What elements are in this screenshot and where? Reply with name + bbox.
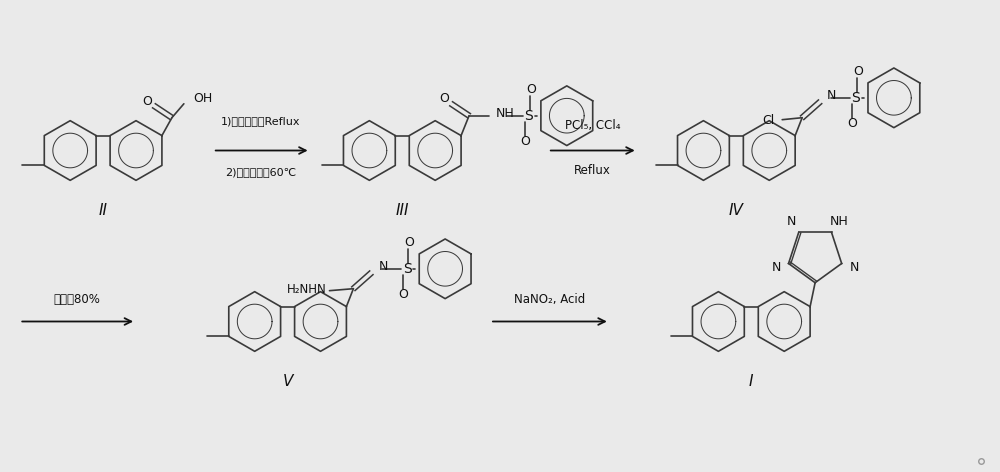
Text: S: S	[525, 109, 533, 123]
Text: 1)氯化亚砑，Reflux: 1)氯化亚砑，Reflux	[221, 116, 300, 126]
Text: H₂NHN: H₂NHN	[287, 283, 326, 296]
Text: NH: NH	[496, 107, 515, 120]
Text: N: N	[772, 261, 781, 274]
Text: PCl₅, CCl₄: PCl₅, CCl₄	[565, 119, 620, 132]
Text: IV: IV	[729, 202, 744, 218]
Text: NH: NH	[830, 215, 849, 228]
Text: II: II	[99, 202, 108, 218]
Text: NaNO₂, Acid: NaNO₂, Acid	[514, 293, 585, 306]
Text: 2)苯磺酰胺，60℃: 2)苯磺酰胺，60℃	[225, 168, 296, 177]
Text: O: O	[439, 93, 449, 105]
Text: O: O	[526, 84, 536, 96]
Text: N: N	[827, 89, 836, 102]
Text: O: O	[853, 66, 863, 78]
Text: S: S	[852, 91, 860, 105]
Text: 水合肼80%: 水合肼80%	[54, 293, 101, 306]
Text: Cl: Cl	[762, 114, 774, 127]
Text: III: III	[396, 202, 409, 218]
Text: S: S	[403, 262, 412, 276]
Text: O: O	[142, 95, 152, 108]
Text: N: N	[849, 261, 859, 274]
Text: O: O	[520, 135, 530, 148]
Text: I: I	[749, 374, 754, 388]
Text: V: V	[282, 374, 293, 388]
Text: OH: OH	[193, 93, 212, 105]
Text: N: N	[786, 215, 796, 228]
Text: O: O	[847, 117, 857, 130]
Text: O: O	[404, 236, 414, 250]
Text: N: N	[378, 261, 388, 273]
Text: Reflux: Reflux	[574, 164, 611, 177]
Text: O: O	[398, 288, 408, 301]
